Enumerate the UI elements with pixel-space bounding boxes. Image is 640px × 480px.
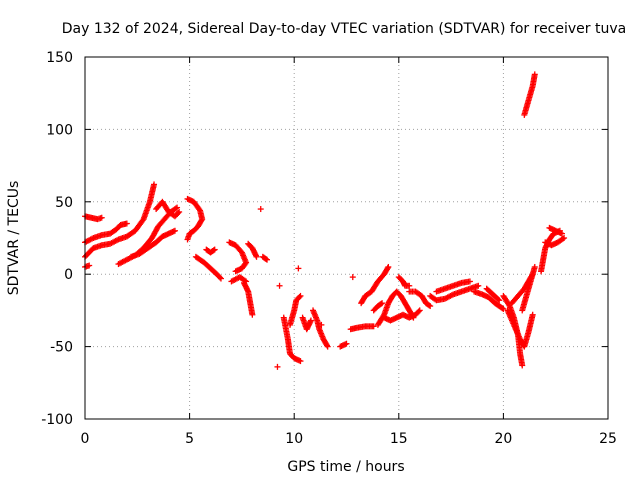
data-point [496,297,503,304]
y-tick-label: -50 [50,340,73,356]
data-point [519,362,526,369]
data-point [176,208,183,215]
data-point [343,340,350,347]
x-tick-label: 0 [81,431,90,447]
data-point [416,307,423,314]
data-point [151,181,158,188]
data-point [123,220,130,227]
data-point [297,358,304,365]
x-tick-labels: 0 5 10 15 20 25 [81,431,617,447]
y-tick-labels: -100 -50 0 50 100 150 [41,50,73,428]
data-point [531,263,538,270]
x-axis-label: GPS time / hours [287,459,404,475]
data-point [276,282,283,289]
data-point [323,342,330,349]
data-point [370,323,377,330]
data-point [175,210,182,217]
y-tick-label: 100 [46,122,73,138]
data-point [529,311,536,318]
data-point [216,274,223,281]
data-point [499,305,506,312]
axis-ticks [84,56,609,420]
data-point [427,303,434,310]
y-axis-label: SDTVAR / TECUs [6,181,22,296]
data-point [217,275,224,282]
data-point [253,253,260,260]
data-point [406,282,413,289]
data-point [295,265,302,272]
data-point [495,296,502,303]
y-tick-label: 0 [64,267,73,283]
x-tick-label: 10 [285,431,303,447]
data-point [561,235,568,241]
data-point [262,255,269,262]
x-tick-label: 25 [599,431,617,447]
data-point [500,305,507,312]
data-point [559,235,566,242]
data-point [324,343,331,350]
data-point [257,206,264,213]
data-point [558,230,565,237]
data-point [210,247,217,254]
data-point [98,214,105,221]
data-point [86,262,93,269]
plot-frame [84,56,609,420]
data-point [385,263,392,270]
chart-title: Day 132 of 2024, Sidereal Day-to-day VTE… [62,21,626,37]
data-point [426,302,433,309]
data-point [531,71,538,78]
data-point [274,363,281,370]
data-point [171,227,178,234]
data-point [384,265,391,272]
data-point [349,274,356,281]
data-point [297,292,304,299]
data-points [82,71,568,370]
y-tick-label: 150 [46,50,73,66]
data-point [296,294,303,301]
data-point [184,236,191,243]
data-point [172,205,179,212]
data-point [466,278,473,285]
data-point [415,308,422,315]
data-point [264,256,271,263]
y-tick-label: 50 [55,195,73,211]
data-point [378,300,385,307]
y-tick-label: -100 [41,412,73,428]
x-tick-label: 20 [494,431,512,447]
data-point [307,317,314,324]
data-point [318,321,325,328]
data-point [196,206,203,213]
x-tick-label: 5 [185,431,194,447]
data-point [475,282,482,289]
x-tick-label: 15 [390,431,408,447]
data-point [232,268,239,275]
data-point [174,204,181,211]
data-point [379,300,386,307]
data-point [211,246,218,253]
data-point [249,311,256,318]
